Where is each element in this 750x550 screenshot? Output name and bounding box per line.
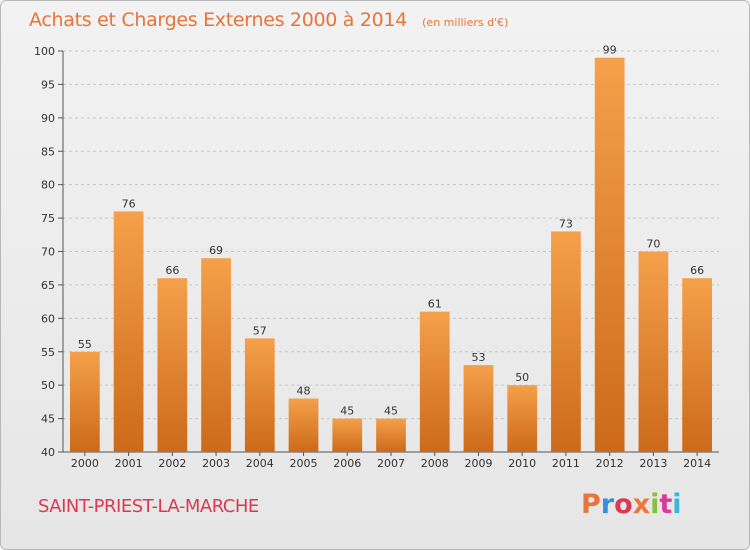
bar-2008 (419, 311, 450, 452)
y-tick-label-40: 40 (41, 446, 55, 459)
value-label-2005: 48 (297, 385, 311, 398)
value-label-2013: 70 (646, 238, 660, 251)
bar-2005 (288, 398, 319, 452)
x-tick-label-2008: 2008 (421, 457, 449, 470)
x-tick-label-2002: 2002 (158, 457, 186, 470)
value-label-2001: 76 (122, 197, 136, 210)
value-label-2003: 69 (209, 244, 223, 257)
logo-letter: x (632, 489, 651, 520)
logo-letter: P (581, 489, 601, 520)
bar-2010 (507, 385, 538, 452)
x-tick-label-2014: 2014 (683, 457, 711, 470)
bars (69, 57, 713, 452)
value-label-2011: 73 (559, 217, 573, 230)
value-label-2014: 66 (690, 264, 704, 277)
y-tick-label-95: 95 (41, 78, 55, 91)
x-tick-label-2011: 2011 (552, 457, 580, 470)
commune-name: SAINT-PRIEST-LA-MARCHE (38, 496, 259, 517)
chart-subtitle: (en milliers d'€) (422, 16, 509, 29)
y-tick-label-70: 70 (41, 246, 55, 259)
y-tick-label-90: 90 (41, 112, 55, 125)
bar-2006 (332, 418, 363, 452)
value-label-2006: 45 (340, 405, 354, 418)
x-tick-label-2010: 2010 (508, 457, 536, 470)
logo-letter: o (614, 489, 633, 520)
value-label-2009: 53 (471, 351, 485, 364)
bar-2012 (594, 57, 625, 452)
bar-2004 (244, 338, 275, 452)
value-label-2004: 57 (253, 324, 267, 337)
y-tick-label-85: 85 (41, 145, 55, 158)
value-label-2007: 45 (384, 405, 398, 418)
bar-2003 (201, 258, 231, 452)
x-tick-label-2005: 2005 (290, 457, 318, 470)
bar-2000 (69, 351, 100, 452)
x-tick-label-2006: 2006 (333, 457, 361, 470)
x-tick-label-2004: 2004 (246, 457, 274, 470)
y-tick-label-50: 50 (41, 379, 55, 392)
bar-2002 (157, 278, 188, 452)
logo-letter: i (672, 489, 682, 520)
labels: 40 45 50 55 60 65 70 75 80 85 90 95 100 55 2000 76 2001 6… (34, 44, 711, 470)
x-tick-label-2009: 2009 (464, 457, 492, 470)
y-tick-label-100: 100 (34, 45, 55, 58)
bar-2009 (463, 365, 494, 452)
bar-2007 (376, 418, 406, 452)
bar-2014 (682, 278, 713, 452)
y-tick-label-60: 60 (41, 312, 55, 325)
chart-title: Achats et Charges Externes 2000 à 2014 (29, 9, 408, 31)
logo-letter: t (659, 489, 673, 520)
logo-letter: r (600, 489, 615, 520)
bar-2013 (638, 251, 669, 452)
y-tick-label-75: 75 (41, 212, 55, 225)
bar-2001 (113, 211, 144, 452)
value-label-2000: 55 (78, 338, 92, 351)
value-label-2002: 66 (165, 264, 179, 277)
bar-2011 (551, 231, 581, 452)
y-tick-label-55: 55 (41, 346, 55, 359)
x-tick-label-2003: 2003 (202, 457, 230, 470)
x-tick-label-2000: 2000 (71, 457, 99, 470)
value-label-2008: 61 (428, 298, 442, 311)
chart-header: Achats et Charges Externes 2000 à 2014 (… (29, 9, 508, 31)
x-tick-label-2007: 2007 (377, 457, 405, 470)
x-tick-label-2001: 2001 (115, 457, 143, 470)
value-label-2010: 50 (515, 371, 529, 384)
x-tick-label-2013: 2013 (639, 457, 667, 470)
y-tick-label-65: 65 (41, 279, 55, 292)
value-label-2012: 99 (603, 44, 617, 57)
y-tick-label-45: 45 (41, 413, 55, 426)
logo-letter: i (650, 489, 660, 520)
x-tick-label-2012: 2012 (596, 457, 624, 470)
proxiti-logo[interactable]: Proxiti (581, 489, 682, 520)
y-tick-label-80: 80 (41, 179, 55, 192)
